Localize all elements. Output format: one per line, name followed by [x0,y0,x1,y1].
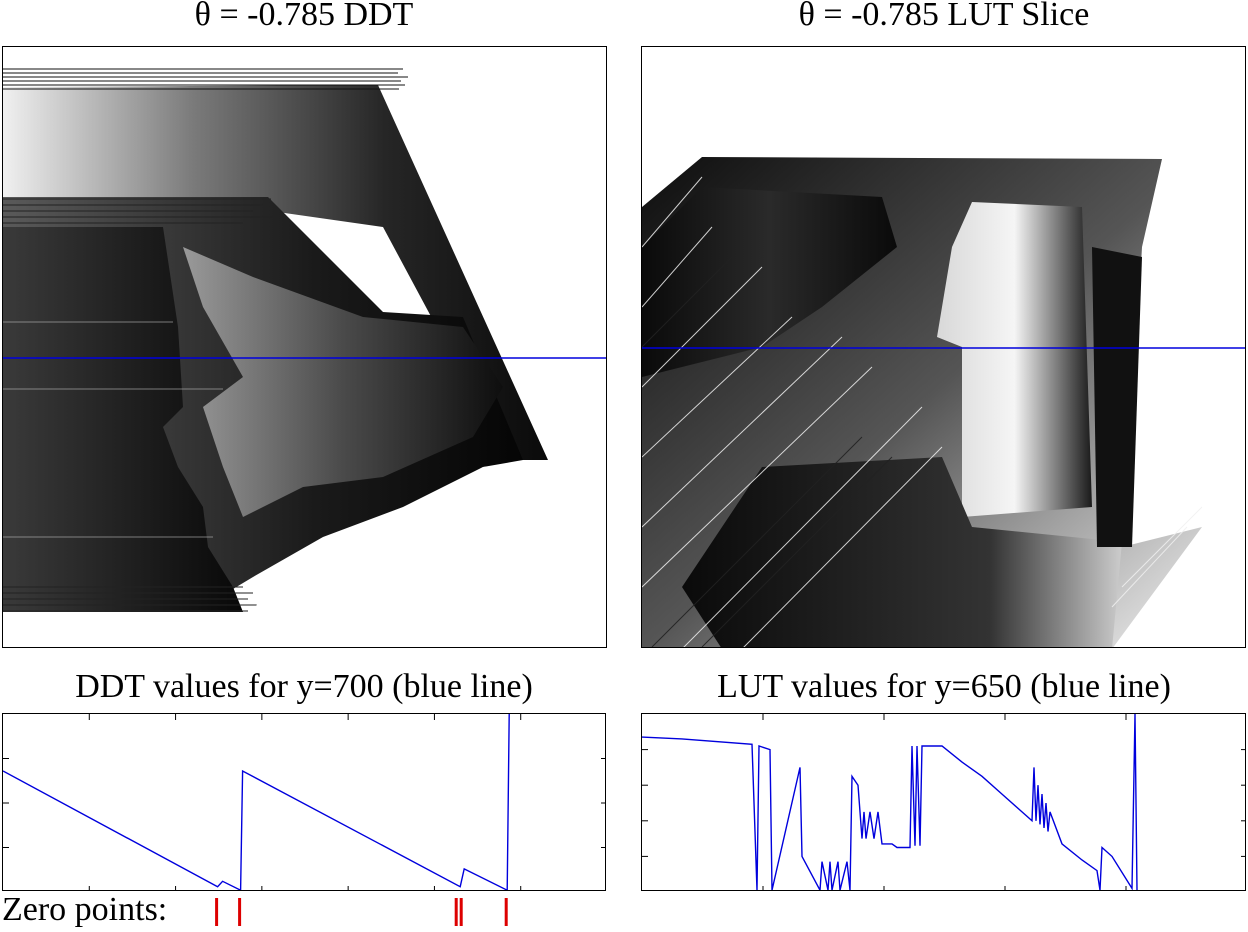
zero-point-marker [504,898,508,926]
ddt_profile-series-line [3,714,510,890]
zero-points-label: Zero points: [2,891,168,928]
zero-point-markers [215,898,508,926]
lut_profile-series-line [642,714,1138,890]
lut-plot-panel [641,713,1246,891]
ddt-image-title: θ = -0.785 DDT [194,0,414,33]
zero-point-marker [459,898,463,926]
lut-image-panel [641,46,1246,648]
lut-image [642,157,1245,647]
zero-point-marker [238,898,242,926]
ddt-plot [3,714,605,890]
ddt-image [3,68,606,647]
zero-point-marker [215,898,219,926]
lut-plot-title: LUT values for y=650 (blue line) [717,668,1171,705]
ddt-plot-panel [2,713,606,891]
lut-image-title: θ = -0.785 LUT Slice [798,0,1090,33]
lut-plot [642,714,1245,890]
zero-point-marker [454,898,458,926]
ddt-plot-title: DDT values for y=700 (blue line) [75,668,533,705]
ddt-image-panel [2,46,607,648]
